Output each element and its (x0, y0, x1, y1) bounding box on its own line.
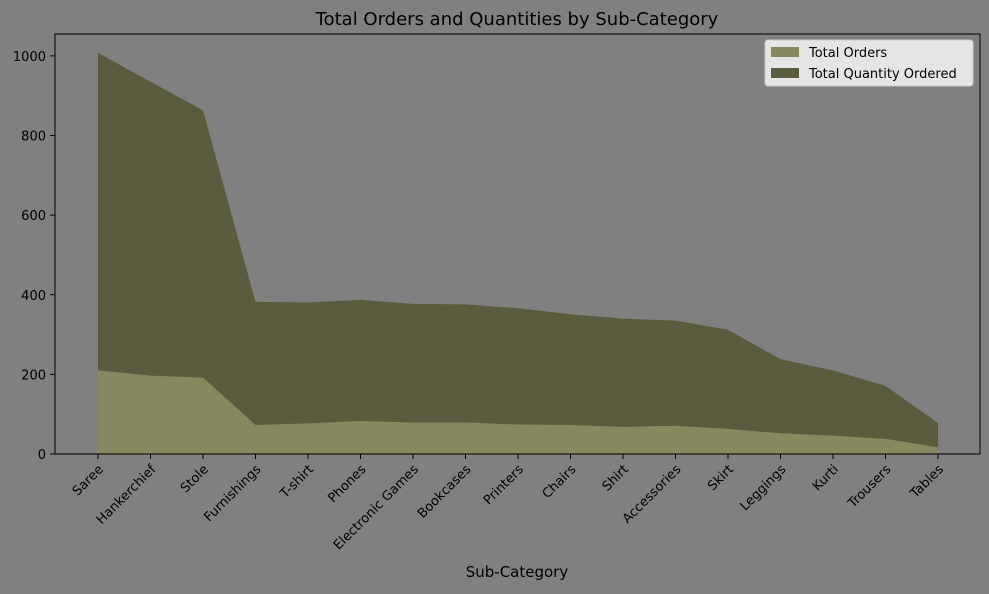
x-tick-label: Bookcases (415, 462, 475, 522)
x-tick-label: Furnishings (201, 462, 264, 525)
x-axis-label: Sub-Category (466, 563, 569, 581)
chart-title: Total Orders and Quantities by Sub-Categ… (315, 9, 719, 30)
y-tick-label: 600 (21, 209, 46, 224)
area-total-quantity-ordered (98, 52, 938, 454)
x-tick-label: T-shirt (277, 462, 317, 502)
legend-box (764, 39, 974, 87)
y-axis: 0 200 400 600 800 1000 (13, 50, 55, 463)
legend-label: Total Quantity Ordered (808, 67, 957, 82)
x-tick-label: Stole (178, 462, 212, 496)
legend-label: Total Orders (808, 46, 887, 61)
x-tick-label: Trousers (845, 462, 895, 512)
x-tick-label: Printers (481, 462, 527, 508)
y-tick-label: 800 (21, 130, 46, 145)
plot-areas (98, 52, 938, 454)
area-total-orders (98, 370, 938, 454)
y-tick-label: 0 (38, 448, 46, 463)
x-tick-label: Shirt (600, 462, 632, 494)
legend-swatch (771, 47, 799, 57)
x-tick-label: Tables (907, 462, 947, 502)
x-tick-label: Saree (70, 462, 107, 499)
x-tick-label: Leggings (737, 462, 789, 514)
y-tick-label: 200 (21, 368, 46, 383)
y-tick-label: 1000 (13, 50, 46, 65)
x-tick-label: Phones (325, 462, 369, 506)
legend-swatch (771, 68, 799, 78)
legend: Total Orders Total Quantity Ordered (764, 39, 974, 87)
y-tick-label: 400 (21, 289, 46, 304)
x-tick-label: Kurti (810, 462, 842, 494)
x-tick-label: Chairs (540, 462, 580, 502)
x-tick-label: Skirt (705, 462, 737, 494)
